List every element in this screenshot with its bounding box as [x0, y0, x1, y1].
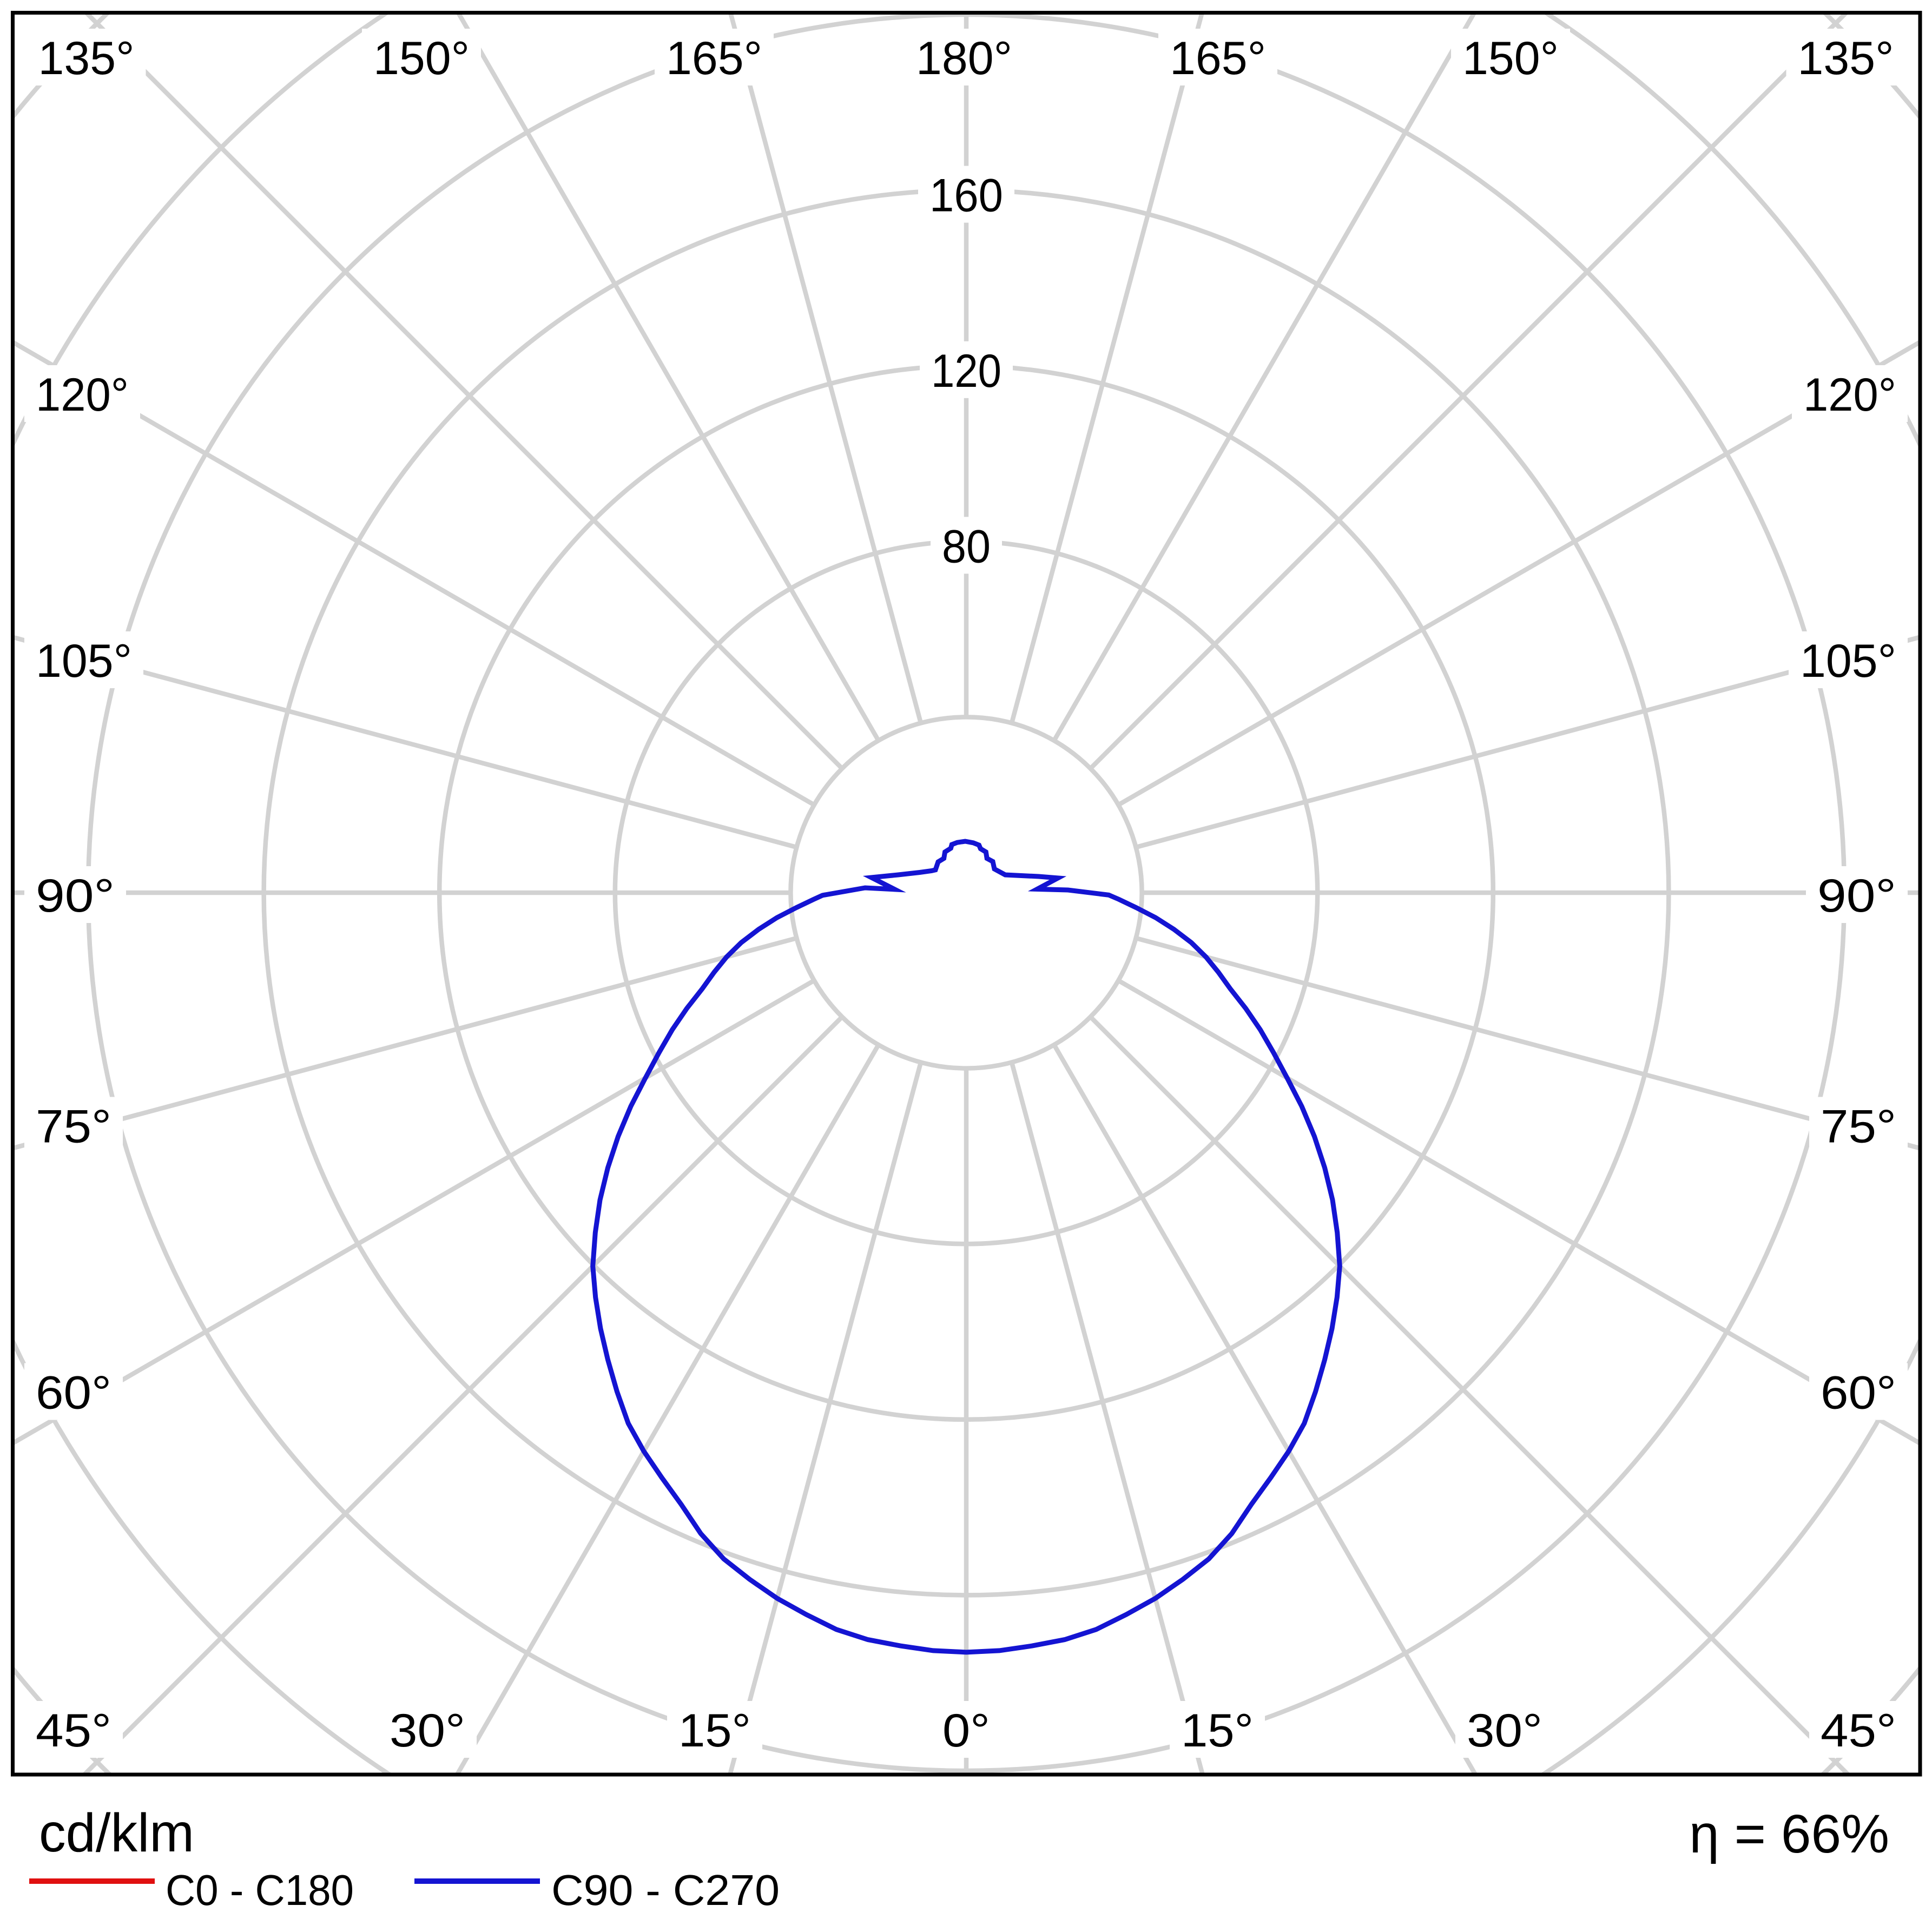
svg-text:165°: 165° — [1170, 32, 1266, 84]
svg-text:30°: 30° — [1467, 1705, 1542, 1757]
svg-text:150°: 150° — [373, 32, 470, 84]
svg-text:cd/klm: cd/klm — [39, 1803, 194, 1863]
svg-text:180°: 180° — [916, 32, 1012, 84]
svg-text:15°: 15° — [678, 1705, 751, 1757]
svg-text:160: 160 — [929, 170, 1003, 222]
svg-text:C90 - C270: C90 - C270 — [551, 1866, 780, 1914]
svg-text:45°: 45° — [36, 1705, 111, 1757]
svg-text:105°: 105° — [1800, 635, 1896, 687]
svg-text:75°: 75° — [36, 1101, 111, 1153]
svg-text:150°: 150° — [1462, 32, 1559, 84]
svg-text:120°: 120° — [1803, 369, 1896, 421]
svg-text:0°: 0° — [942, 1705, 990, 1757]
svg-text:75°: 75° — [1821, 1101, 1896, 1153]
svg-text:135°: 135° — [1798, 32, 1894, 84]
svg-text:η = 66%: η = 66% — [1689, 1804, 1889, 1864]
svg-text:90°: 90° — [1817, 870, 1896, 922]
svg-text:165°: 165° — [666, 32, 762, 84]
svg-text:120: 120 — [931, 345, 1001, 397]
svg-text:C0 - C180: C0 - C180 — [166, 1866, 354, 1914]
svg-text:80: 80 — [942, 520, 991, 572]
svg-text:90°: 90° — [36, 870, 115, 922]
svg-text:135°: 135° — [38, 32, 135, 84]
svg-text:30°: 30° — [390, 1705, 465, 1757]
svg-text:120°: 120° — [36, 369, 129, 421]
svg-text:60°: 60° — [1821, 1367, 1896, 1419]
svg-text:45°: 45° — [1821, 1705, 1896, 1757]
svg-text:15°: 15° — [1181, 1705, 1254, 1757]
svg-text:105°: 105° — [36, 635, 132, 687]
svg-text:60°: 60° — [36, 1367, 111, 1419]
